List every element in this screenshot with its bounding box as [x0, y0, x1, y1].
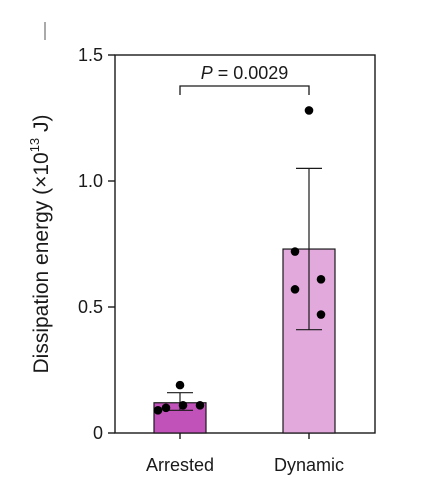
y-axis-title-exponent: 13: [27, 138, 42, 152]
data-point-dynamic-3: [290, 285, 300, 294]
x-tick-label-dynamic: Dynamic: [274, 455, 344, 475]
data-point-dynamic-1: [290, 247, 300, 256]
p-value-text: = 0.0029: [213, 63, 289, 83]
data-points: [153, 106, 326, 415]
y-axis-title-main: Dissipation energy (×10: [30, 152, 53, 373]
y-axis-title: Dissipation energy (×1013 J): [27, 114, 53, 373]
bracket-line: [179, 85, 310, 95]
y-tick-label-1: 0.5: [78, 297, 103, 317]
p-symbol: P: [201, 63, 213, 83]
plot-frame: [114, 54, 376, 434]
plot-area: [114, 54, 376, 434]
data-point-dynamic-2: [316, 274, 326, 284]
data-point-arrested-4: [175, 380, 185, 390]
y-tick-label-2: 1.0: [78, 171, 103, 191]
data-point-arrested-0: [153, 406, 163, 415]
p-value-annotation: P = 0.0029: [201, 63, 289, 83]
y-axis: 0 0.5 1.0 1.5: [78, 45, 115, 443]
data-point-arrested-3: [195, 400, 205, 410]
x-tick-label-arrested: Arrested: [146, 455, 214, 475]
data-point-dynamic-4: [316, 310, 326, 319]
x-axis: Arrested Dynamic: [146, 433, 344, 475]
significance-bracket: P = 0.0029: [179, 63, 310, 95]
data-point-arrested-1: [161, 403, 171, 413]
y-tick-label-0: 0: [93, 423, 103, 443]
y-tick-label-3: 1.5: [78, 45, 103, 65]
data-point-arrested-2: [178, 400, 188, 410]
y-axis-title-unit: J): [30, 114, 53, 137]
data-point-dynamic-0: [304, 106, 314, 115]
